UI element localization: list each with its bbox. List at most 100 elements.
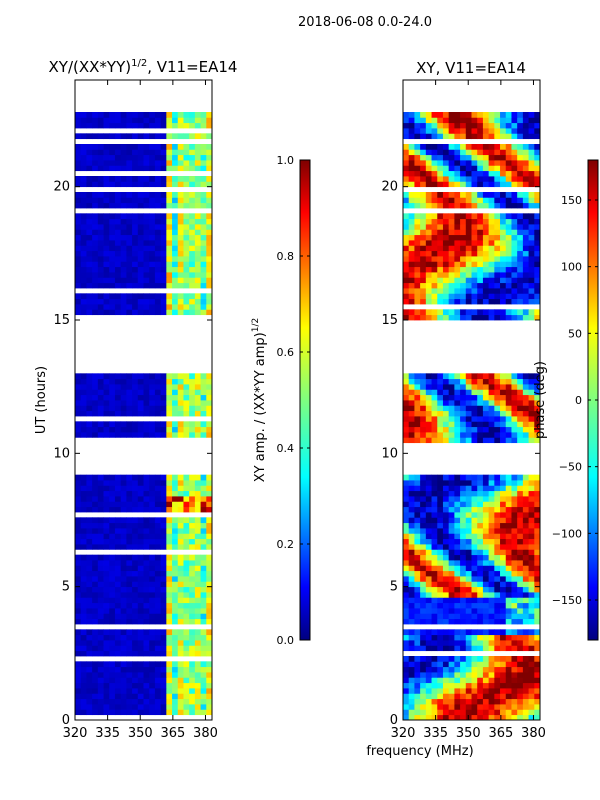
heatmap-cell [200,490,207,497]
heatmap-cell [166,378,173,385]
heatmap-cell [414,634,421,641]
heatmap-cell [425,384,432,390]
heatmap-cell [172,154,179,161]
heatmap-cell [109,560,116,566]
heatmap-cell [454,570,461,577]
heatmap-cell [494,240,501,246]
heatmap-cell [460,277,467,284]
heatmap-cell [189,309,196,316]
heatmap-cell [425,405,432,412]
heatmap-cell [500,288,507,294]
heatmap-cell [97,176,104,182]
heatmap-cell [420,133,427,140]
heatmap-cell [149,256,156,262]
heatmap-cell [431,576,438,582]
heatmap-cell [132,698,139,705]
heatmap-cell [86,421,93,428]
heatmap-cell [522,400,529,406]
heatmap-cell [194,266,201,273]
heatmap-cell [403,181,410,188]
heatmap-cell [454,474,461,481]
heatmap-cell [149,421,156,428]
heatmap-cell [408,688,415,694]
heatmap-cell [80,682,87,689]
heatmap-cell [534,405,540,412]
heatmap-cell [522,378,529,385]
heatmap-cell [97,229,104,236]
heatmap-cell [448,389,455,396]
heatmap-cell [494,480,501,486]
heatmap-cell [437,112,444,118]
heatmap-cell [160,506,167,513]
heatmap-cell [183,176,190,182]
heatmap-cell [437,597,444,604]
heatmap-cell [166,608,173,614]
heatmap-cell [437,213,444,220]
heatmap-cell [86,565,93,572]
heatmap-cell [477,560,484,566]
heatmap-cell [86,293,93,300]
heatmap-cell [511,501,518,508]
heatmap-cell [92,304,99,310]
heatmap-cell [109,485,116,492]
heatmap-cell [160,405,167,412]
heatmap-cell [126,234,133,241]
heatmap-cell [408,149,415,156]
heatmap-cell [477,202,484,209]
heatmap-cell [75,218,82,225]
heatmap-cell [420,218,427,225]
heatmap-cell [189,533,196,540]
y-tick-label: 15 [53,313,70,328]
heatmap-cell [132,181,139,188]
heatmap-cell [194,309,201,316]
heatmap-cell [183,298,190,305]
heatmap-cell [420,517,427,524]
heatmap-cell [420,197,427,204]
heatmap-cell [132,277,139,284]
heatmap-cell [477,672,484,678]
heatmap-cell [120,298,127,305]
heatmap-cell [177,394,184,401]
heatmap-cell [149,634,156,641]
heatmap-cell [465,426,472,433]
heatmap-cell [149,149,156,156]
heatmap-cell [200,608,207,614]
heatmap-cell [454,506,461,513]
heatmap-cell [103,240,110,246]
heatmap-cell [511,634,518,641]
heatmap-cell [517,373,524,380]
heatmap-cell [172,485,179,492]
heatmap-cell [460,389,467,396]
heatmap-cell [488,698,495,705]
heatmap-cell [517,149,524,156]
heatmap-cell [103,426,110,433]
heatmap-cell [414,709,421,716]
heatmap-cell [194,117,201,124]
heatmap-cell [511,570,518,577]
heatmap-cell [488,474,495,481]
heatmap-cell [143,517,150,524]
heatmap-cell [200,394,207,401]
heatmap-cell [120,618,127,625]
heatmap-cell [522,245,529,252]
heatmap-cell [437,384,444,390]
heatmap-cell [403,544,410,550]
heatmap-cell [75,229,82,236]
heatmap-cell [160,112,167,118]
heatmap-cell [425,261,432,268]
heatmap-cell [488,266,495,273]
heatmap-cell [408,197,415,204]
heatmap-cell [200,576,207,582]
heatmap-cell [425,581,432,588]
heatmap-cell [431,192,438,198]
heatmap-cell [442,634,450,641]
heatmap-cell [408,682,415,689]
heatmap-cell [471,597,478,604]
heatmap-cell [92,117,99,124]
heatmap-cell [477,170,484,177]
heatmap-cell [149,682,156,689]
heatmap-cell [132,634,139,641]
heatmap-cell [172,378,179,385]
heatmap-cell [420,549,427,556]
heatmap-cell [166,565,173,572]
